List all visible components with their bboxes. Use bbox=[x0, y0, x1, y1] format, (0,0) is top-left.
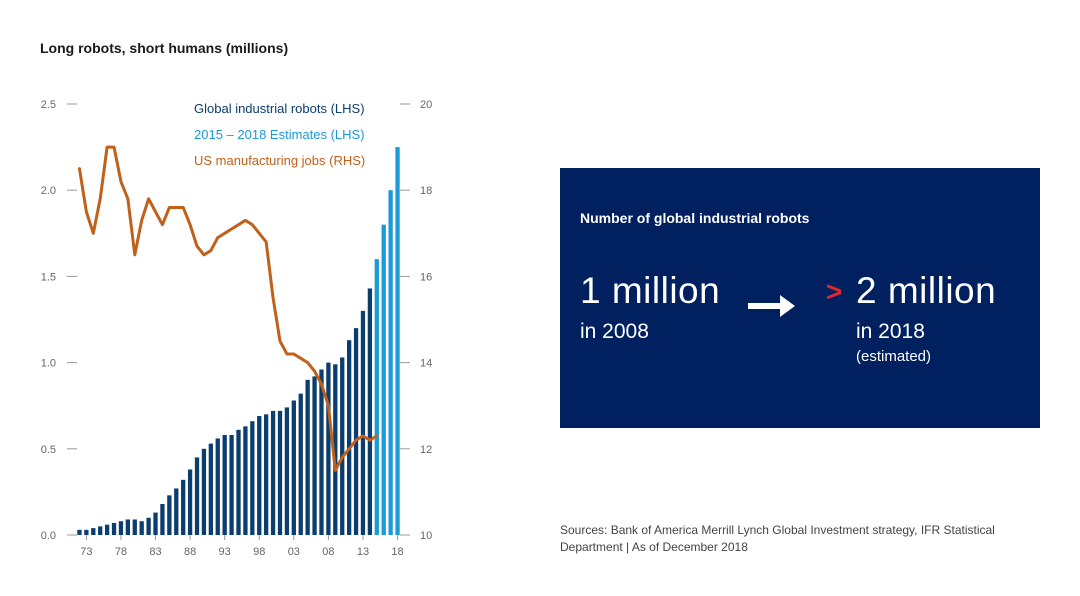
x-tick-label: 73 bbox=[80, 546, 92, 558]
bar bbox=[132, 519, 137, 535]
right-tick-label: 14 bbox=[420, 358, 432, 370]
bar bbox=[153, 512, 158, 535]
bar bbox=[98, 526, 103, 535]
bar bbox=[326, 362, 331, 535]
line bbox=[77, 145, 379, 472]
x-tick-label: 13 bbox=[357, 546, 369, 558]
bar bbox=[111, 522, 117, 535]
bar bbox=[139, 521, 144, 535]
x-tick-label: 08 bbox=[322, 546, 334, 558]
x-tick-label: 88 bbox=[184, 546, 196, 558]
series-line bbox=[77, 145, 379, 472]
bar bbox=[312, 376, 317, 535]
right-tick-label: 20 bbox=[420, 99, 432, 111]
estimated-note: (estimated) bbox=[856, 348, 932, 365]
bar bbox=[187, 469, 193, 535]
right-tick-label: 18 bbox=[420, 185, 432, 197]
chevron-right-icon: > bbox=[826, 276, 843, 307]
right-tick-label: 12 bbox=[420, 444, 432, 456]
bar bbox=[374, 259, 379, 535]
bar bbox=[77, 529, 82, 535]
bar bbox=[167, 495, 172, 535]
x-tick-label: 83 bbox=[149, 546, 161, 558]
left-tick-label: 2.5 bbox=[41, 99, 56, 111]
bar bbox=[243, 426, 248, 535]
x-tick-label: 93 bbox=[219, 546, 231, 558]
chart-title: Long robots, short humans (millions) bbox=[40, 40, 289, 56]
bar bbox=[319, 369, 324, 535]
x-tick-label: 18 bbox=[391, 546, 403, 558]
bar bbox=[346, 340, 352, 535]
left-tick-label: 2.0 bbox=[41, 185, 56, 197]
bar bbox=[125, 519, 131, 535]
bar bbox=[91, 528, 96, 535]
bar bbox=[388, 190, 393, 535]
bar bbox=[201, 448, 207, 535]
bar bbox=[194, 457, 200, 535]
bar bbox=[277, 410, 283, 535]
bar bbox=[298, 393, 303, 535]
value-2008: 1 million bbox=[580, 270, 721, 311]
bar bbox=[381, 224, 386, 535]
bar bbox=[84, 529, 89, 535]
arrow-right-icon bbox=[748, 295, 795, 317]
bar bbox=[257, 416, 262, 535]
sources-note: Sources: Bank of America Merrill Lynch G… bbox=[560, 523, 995, 554]
bar bbox=[284, 407, 290, 535]
axes: 0.0 0.5 1.0 1.5 2.0 2.5 10 12 14 16 18 20 73 78 83 88 93… bbox=[41, 99, 433, 558]
x-tick-label: 03 bbox=[288, 546, 300, 558]
legend-entry: Global industrial robots (LHS) bbox=[194, 101, 365, 116]
bar bbox=[104, 524, 110, 535]
left-tick-label: 0.0 bbox=[41, 530, 56, 542]
right-tick-label: 16 bbox=[420, 271, 432, 283]
x-tick-label: 98 bbox=[253, 546, 265, 558]
chart-area: 0.0 0.5 1.0 1.5 2.0 2.5 10 12 14 16 18 20 73 78 83 88 93… bbox=[41, 99, 433, 558]
bar bbox=[360, 310, 366, 535]
bar bbox=[340, 357, 345, 535]
info-heading: Number of global industrial robots bbox=[580, 210, 810, 226]
left-tick-label: 0.5 bbox=[41, 444, 56, 456]
bar bbox=[395, 147, 400, 535]
info-box: Number of global industrial robots 1 mil… bbox=[560, 168, 1040, 428]
bar bbox=[181, 479, 186, 535]
legend-entry: US manufacturing jobs (RHS) bbox=[194, 153, 365, 168]
bar bbox=[250, 421, 255, 535]
bar bbox=[353, 328, 359, 535]
legend: Global industrial robots (LHS) 2015 – 201… bbox=[194, 101, 365, 168]
bar bbox=[236, 429, 241, 535]
year-2018-label: in 2018 bbox=[856, 320, 925, 343]
bar bbox=[305, 379, 310, 535]
bar bbox=[264, 414, 269, 535]
bar bbox=[367, 288, 373, 535]
bar bbox=[118, 521, 124, 535]
bar bbox=[215, 438, 220, 535]
bar bbox=[229, 435, 234, 535]
bar bbox=[146, 517, 151, 535]
value-2018: 2 million bbox=[856, 270, 997, 311]
bar bbox=[160, 503, 165, 535]
legend-entry: 2015 – 2018 Estimates (LHS) bbox=[194, 127, 365, 142]
bar bbox=[291, 400, 296, 535]
left-tick-label: 1.5 bbox=[41, 271, 56, 283]
year-2008-label: in 2008 bbox=[580, 320, 649, 343]
bar bbox=[208, 443, 213, 535]
bar bbox=[222, 435, 227, 535]
right-tick-label: 10 bbox=[420, 530, 432, 542]
x-tick-label: 78 bbox=[115, 546, 127, 558]
left-tick-label: 1.0 bbox=[41, 358, 56, 370]
bar bbox=[270, 410, 276, 535]
bar bbox=[174, 488, 179, 535]
bars bbox=[77, 147, 400, 535]
bar bbox=[333, 364, 338, 535]
